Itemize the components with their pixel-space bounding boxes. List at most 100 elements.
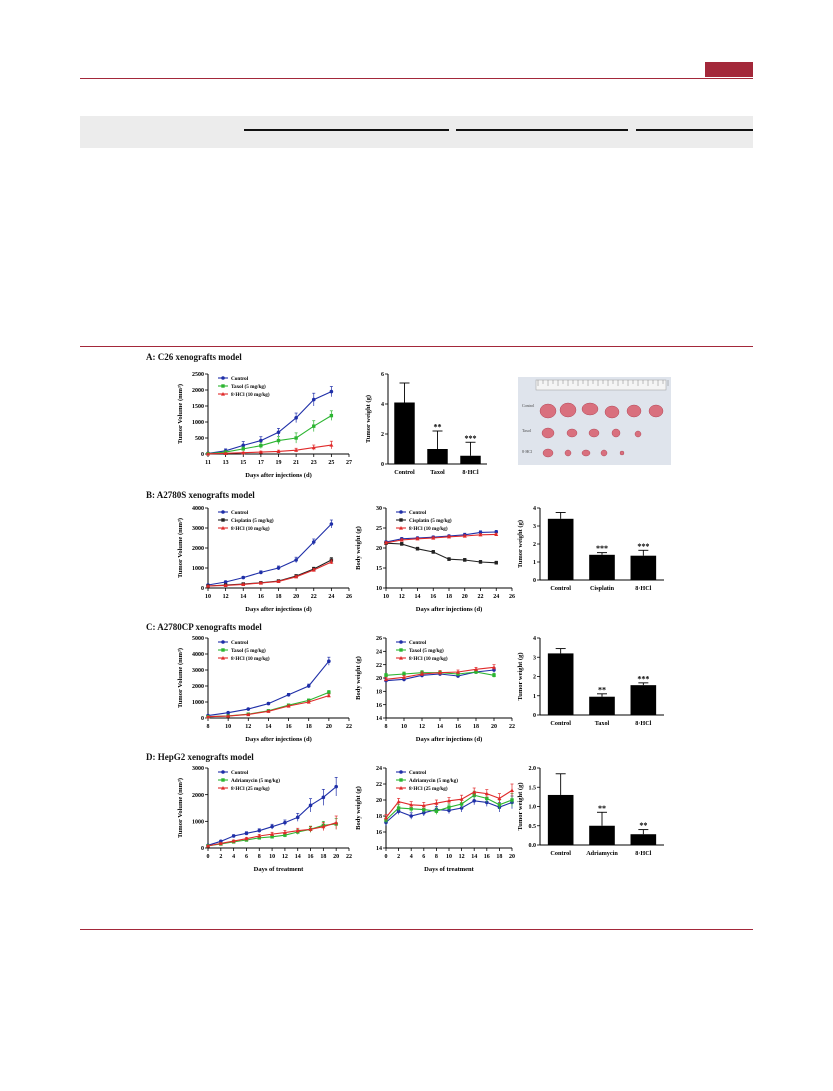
data-point	[478, 532, 483, 537]
data-point	[492, 673, 496, 678]
data-point	[244, 831, 249, 836]
data-point	[510, 798, 514, 802]
chart-a1: 0 500 1000 1500 2000 2500 11 13 15 17 19 21 23 25 27 Da…	[177, 372, 352, 479]
y-tick-label: 4000	[192, 652, 204, 658]
data-point	[276, 438, 281, 443]
data-point	[246, 712, 251, 717]
data-point	[402, 672, 406, 676]
legend-marker	[221, 648, 225, 652]
data-point	[431, 550, 435, 554]
y-tick-label: 15	[376, 566, 382, 572]
data-point	[294, 574, 299, 579]
data-point	[294, 416, 298, 420]
category-label: Control	[550, 720, 571, 727]
data-point	[294, 558, 298, 562]
legend-marker	[221, 640, 225, 644]
data-point	[396, 806, 401, 810]
legend-marker	[399, 640, 403, 644]
x-axis-label: Days after injections (d)	[245, 472, 312, 479]
data-point	[206, 843, 210, 848]
photo-row-label: Taxol	[522, 428, 532, 433]
figure-top-rule	[80, 346, 753, 347]
y-tick-label: 500	[195, 436, 204, 442]
data-point	[286, 704, 291, 708]
data-point	[294, 448, 299, 452]
legend-label: Taxol (5 mg/kg)	[231, 383, 266, 390]
x-tick-label: 18	[320, 854, 326, 860]
y-tick-label: 20	[376, 798, 382, 804]
data-point	[327, 659, 331, 663]
legend-marker	[221, 510, 225, 514]
x-tick-label: 0	[385, 854, 388, 860]
data-point	[266, 701, 271, 706]
x-tick-label: 22	[311, 594, 317, 600]
figure-bottom-rule	[80, 929, 753, 930]
data-point	[494, 532, 499, 536]
y-tick-label: 20	[376, 676, 382, 682]
y-tick-label: 24	[376, 650, 382, 656]
x-tick-label: 10	[446, 854, 452, 860]
x-tick-label: 12	[245, 724, 251, 730]
data-point	[434, 809, 439, 813]
data-point	[494, 561, 498, 565]
y-tick-label: 3000	[192, 668, 204, 674]
data-point	[294, 436, 298, 440]
legend-label: Control	[231, 770, 249, 776]
legend-label: Control	[231, 640, 249, 646]
x-tick-label: 16	[430, 594, 436, 600]
data-point	[447, 534, 451, 539]
legend-label: 8·HCl (10 mg/kg)	[409, 655, 448, 662]
y-tick-label: 0	[533, 713, 536, 719]
photo-row-label: 8·HCl	[522, 449, 533, 454]
data-point	[321, 824, 326, 829]
data-point	[447, 805, 451, 809]
data-point	[384, 540, 388, 545]
x-tick-label: 21	[293, 460, 299, 466]
x-tick-label: 10	[401, 724, 407, 730]
y-axis-label: Tumor Volume (mm³)	[177, 384, 184, 444]
chart-b2: 10 15 20 25 30 10 12 14 16 18 20 22 24 26 Days after i…	[355, 506, 515, 613]
y-tick-label: 4	[381, 402, 384, 408]
y-axis-label: Tumor weight (g)	[517, 520, 524, 568]
y-tick-label: 4	[533, 506, 536, 512]
legend-label: 8·HCl (10 mg/kg)	[231, 655, 270, 662]
y-tick-label: 22	[376, 782, 382, 788]
series-line	[385, 533, 497, 544]
data-point	[218, 841, 223, 846]
data-point	[510, 788, 514, 792]
significance-label: **	[639, 821, 647, 830]
y-tick-label: 2000	[192, 684, 204, 690]
legend-label: Control	[409, 640, 427, 646]
data-point	[311, 540, 316, 544]
data-point	[311, 568, 316, 572]
x-axis-label: Days of treatment	[424, 866, 475, 873]
y-tick-label: 10	[376, 586, 382, 592]
y-tick-label: 2000	[192, 388, 204, 394]
y-tick-label: 25	[376, 526, 382, 532]
data-point	[474, 670, 478, 674]
x-tick-label: 10	[225, 724, 231, 730]
legend-marker	[399, 526, 403, 530]
data-point	[223, 583, 228, 587]
data-point	[472, 790, 477, 794]
series-line	[385, 542, 497, 564]
legend-label: 8·HCl (10 mg/kg)	[231, 391, 270, 398]
bar	[589, 825, 615, 845]
x-tick-label: 20	[491, 724, 497, 730]
legend-marker	[399, 656, 403, 660]
data-point	[246, 707, 251, 711]
data-point	[409, 802, 414, 807]
data-point	[241, 582, 246, 586]
y-tick-label: 3	[533, 655, 536, 661]
data-point	[329, 560, 334, 564]
legend-label: Control	[231, 376, 249, 382]
data-point	[206, 451, 210, 456]
series-line	[207, 415, 332, 455]
data-point	[447, 557, 451, 561]
panel-title-c: C: A2780CP xenografts model	[146, 622, 262, 632]
x-tick-label: 26	[509, 594, 515, 600]
series-line	[207, 523, 332, 586]
x-axis-label: Days after injections (d)	[245, 736, 312, 743]
data-point	[266, 709, 271, 713]
y-tick-label: 3	[533, 524, 536, 530]
